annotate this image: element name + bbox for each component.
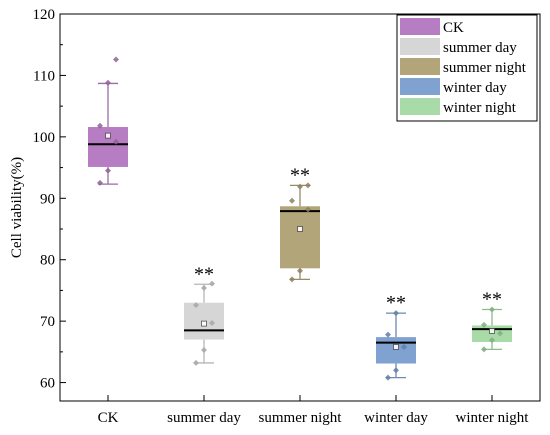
y-tick-label: 80 — [40, 253, 55, 269]
legend: CK summer day summer night winter day winter… — [396, 14, 538, 122]
box-series: ** ** ** ** — [88, 56, 512, 381]
data-point — [209, 280, 215, 287]
y-tick-label: 60 — [40, 376, 55, 392]
data-point — [289, 276, 295, 283]
box — [280, 206, 320, 269]
data-point — [193, 302, 199, 309]
mean-marker — [201, 320, 207, 327]
data-point — [297, 267, 303, 274]
data-point — [209, 319, 215, 326]
data-point — [105, 167, 111, 174]
x-tick-label: winter night — [456, 410, 530, 426]
data-point — [489, 337, 495, 344]
mean-marker — [489, 328, 495, 334]
significance-marker: ** — [194, 263, 214, 285]
mean-marker — [393, 344, 399, 350]
y-tick-label: 70 — [40, 314, 55, 330]
data-point — [105, 79, 111, 86]
y-axis: 60 70 80 90 100 110 120 — [33, 7, 66, 392]
data-point — [289, 197, 295, 204]
legend-swatch — [400, 38, 440, 55]
legend-swatch — [400, 18, 440, 35]
data-point — [201, 347, 207, 354]
y-tick-label: 110 — [33, 68, 55, 84]
y-tick-label: 120 — [33, 7, 56, 23]
box-group — [88, 56, 128, 186]
box-group: ** — [376, 292, 416, 381]
data-point — [385, 374, 391, 381]
data-point — [297, 183, 303, 190]
data-point — [401, 343, 407, 350]
data-point — [97, 122, 103, 129]
x-axis: CK summer day summer night winter day winter… — [98, 395, 530, 426]
legend-label: summer night — [443, 60, 527, 76]
data-point — [385, 331, 391, 338]
data-point — [305, 206, 311, 213]
x-tick-label: summer night — [259, 410, 343, 426]
data-point — [481, 346, 487, 353]
data-point — [497, 330, 503, 337]
box-group: ** — [280, 164, 320, 283]
data-point — [393, 310, 399, 317]
significance-marker: ** — [482, 288, 502, 310]
box-group: ** — [472, 288, 512, 353]
legend-label: winter night — [443, 100, 517, 116]
data-point — [193, 359, 199, 366]
legend-swatch — [400, 78, 440, 95]
legend-swatch — [400, 98, 440, 115]
data-point — [97, 179, 103, 186]
data-point — [393, 367, 399, 374]
y-tick-label: 100 — [33, 130, 56, 146]
y-axis-label: Cell viability(%) — [9, 157, 25, 258]
legend-label: winter day — [443, 80, 507, 96]
box — [376, 337, 416, 364]
data-point — [113, 138, 119, 145]
data-point — [481, 321, 487, 328]
box-group: ** — [184, 263, 224, 366]
y-tick-label: 90 — [40, 191, 55, 207]
legend-swatch — [400, 58, 440, 75]
significance-marker: ** — [290, 164, 310, 186]
mean-marker — [105, 132, 111, 139]
legend-label: summer day — [443, 40, 517, 56]
x-tick-label: summer day — [167, 410, 241, 426]
mean-marker — [297, 226, 303, 232]
x-tick-label: winter day — [364, 410, 428, 426]
data-point — [113, 56, 119, 63]
x-tick-label: CK — [98, 410, 119, 426]
data-point — [201, 284, 207, 291]
data-point — [305, 182, 311, 189]
legend-label: CK — [443, 20, 464, 36]
significance-marker: ** — [386, 292, 406, 314]
plot-frame — [59, 13, 541, 402]
data-point — [489, 306, 495, 313]
